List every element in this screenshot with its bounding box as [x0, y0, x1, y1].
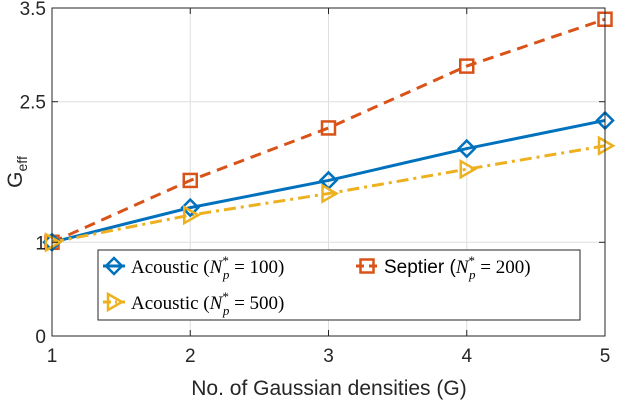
y-axis-label-main: G [4, 171, 27, 187]
series-line-1 [51, 118, 606, 244]
legend[interactable]: Acoustic (N* p = 100) Septier (N* p = 200) A… [97, 249, 581, 321]
legend-item-1[interactable]: Acoustic (N* p = 100) [103, 253, 284, 282]
legend-label: Acoustic (N* p = 500) [131, 289, 284, 318]
legend-items: Acoustic (N* p = 100) Septier (N* p = 200) A… [103, 253, 531, 318]
series-3-point [321, 183, 340, 204]
x-tick-label: 5 [600, 346, 611, 367]
legend-item-3[interactable]: Acoustic (N* p = 500) [103, 289, 284, 318]
series-2-point [182, 172, 198, 189]
legend-label: Acoustic (N* p = 100) [131, 253, 284, 282]
legend-box [97, 249, 581, 321]
x-tick-label: 2 [185, 346, 196, 367]
series-1-point [456, 138, 477, 159]
series-3-point [459, 159, 478, 180]
x-tick-label: 3 [323, 346, 334, 367]
series-3-point [183, 204, 201, 226]
x-tick-labels: 1 2 3 4 5 [47, 346, 611, 367]
svg-text:Geff: Geff [4, 156, 30, 188]
y-tick-label: 2.5 [20, 93, 46, 114]
y-tick-label: 0 [35, 327, 46, 348]
x-axis-label: No. of Gaussian densities (G) [191, 377, 466, 400]
y-tick-label: 1 [35, 233, 46, 254]
series-3-point [597, 135, 616, 156]
y-tick-labels: 0 1 2.5 3.5 [20, 0, 46, 348]
series-2-point [459, 58, 475, 74]
legend-marker [106, 291, 125, 313]
tick-marks [51, 7, 606, 337]
legend-item-2[interactable]: Septier (N* p = 200) [356, 253, 531, 282]
legend-label: Septier (N* p = 200) [384, 253, 531, 282]
series-line-2 [51, 17, 606, 244]
series-lines [51, 17, 606, 244]
legend-marker [359, 258, 375, 274]
x-tick-label: 4 [461, 346, 472, 367]
y-axis-label: Geff [4, 156, 30, 188]
series-2-point [320, 120, 337, 136]
legend-marker [104, 256, 124, 276]
series-1-point [180, 197, 201, 218]
y-axis-label-sub: eff [14, 156, 30, 171]
series-3-point [44, 232, 63, 253]
series-line-3 [51, 144, 606, 244]
x-tick-label: 1 [47, 346, 58, 367]
y-tick-label: 3.5 [20, 0, 46, 20]
